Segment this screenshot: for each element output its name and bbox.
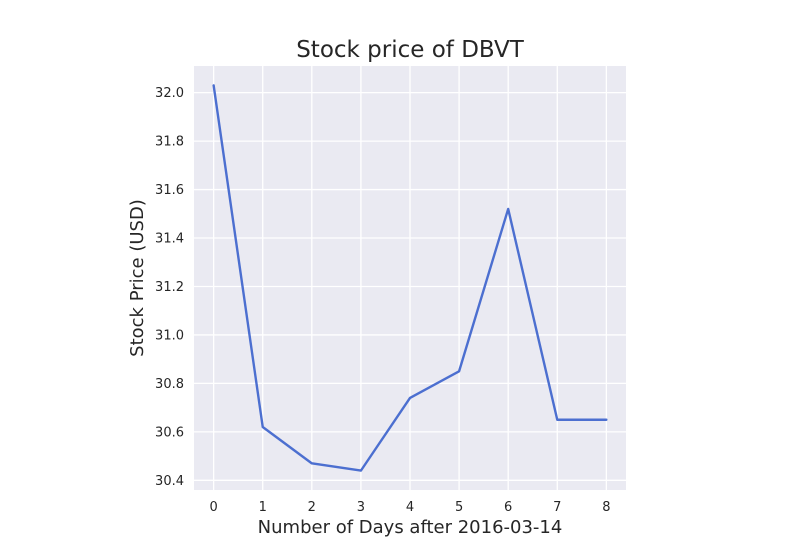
- y-tick-label: 31.4: [155, 232, 184, 247]
- y-tick-label: 31.8: [155, 135, 184, 150]
- x-tick-label: 0: [209, 500, 217, 515]
- x-tick-label: 3: [357, 500, 365, 515]
- y-tick-label: 30.6: [155, 425, 184, 440]
- x-tick-label: 8: [602, 500, 610, 515]
- x-tick-label: 1: [259, 500, 267, 515]
- x-tick-label: 5: [455, 500, 463, 515]
- y-tick-label: 30.8: [155, 377, 184, 392]
- grid-lines: [194, 66, 626, 490]
- y-tick-label: 32.0: [155, 86, 184, 101]
- y-tick-labels: 30.4 30.6 30.8 31.0 31.2 31.4 31.6 31.8 32.0: [155, 86, 184, 489]
- x-axis-label: Number of Days after 2016-03-14: [258, 517, 563, 538]
- x-tick-label: 6: [504, 500, 512, 515]
- y-axis-label: Stock Price (USD): [127, 199, 148, 357]
- y-tick-label: 30.4: [155, 474, 184, 489]
- x-tick-label: 7: [553, 500, 561, 515]
- chart-title: Stock price of DBVT: [296, 37, 525, 63]
- x-tick-labels: 0 1 2 3 4 5 6 7 8: [209, 500, 610, 515]
- x-tick-label: 4: [406, 500, 414, 515]
- x-tick-label: 2: [308, 500, 316, 515]
- series-line: [212, 84, 608, 472]
- y-tick-label: 31.0: [155, 328, 184, 343]
- y-tick-label: 31.6: [155, 183, 184, 198]
- y-tick-label: 31.2: [155, 280, 184, 295]
